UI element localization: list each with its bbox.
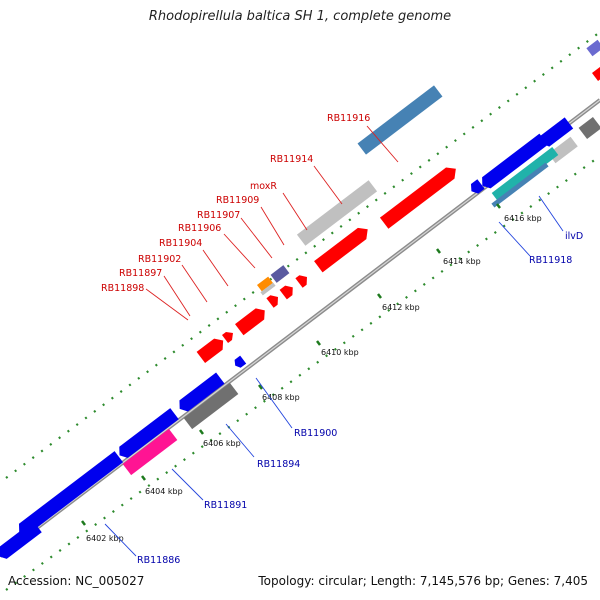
feature-red-edge[interactable] xyxy=(591,66,600,82)
label-rb11900[interactable]: RB11900 xyxy=(294,428,337,439)
pos-tick-6416 xyxy=(496,203,501,209)
feature-red-arrow-8[interactable] xyxy=(196,335,228,364)
label-rb11886[interactable]: RB11886 xyxy=(137,555,180,566)
feature-red-arrow-2[interactable] xyxy=(314,224,372,273)
feature-blue-arrow-rb11918[interactable] xyxy=(468,179,485,196)
label-rb11914[interactable]: RB11914 xyxy=(270,154,313,165)
feature-blue-arrow-edge[interactable] xyxy=(0,521,42,562)
pos-label-6404: 6404 kbp xyxy=(145,487,183,496)
forward-gene-labels: RB11916 RB11914 moxR RB11909 RB11907 RB1… xyxy=(101,113,399,321)
label-moxr[interactable]: moxR xyxy=(250,181,277,192)
pos-tick-6408 xyxy=(258,384,263,390)
position-scale: 6402 kbp 6404 kbp 6406 kbp 6408 kbp 6410… xyxy=(81,203,542,543)
pos-label-6412: 6412 kbp xyxy=(382,303,420,312)
feature-red-arrow-3[interactable] xyxy=(295,272,310,288)
feature-dark-gray-block[interactable] xyxy=(183,382,239,430)
label-rb11918[interactable]: RB11918 xyxy=(529,255,572,266)
label-rb11909[interactable]: RB11909 xyxy=(216,195,259,206)
feature-cyan-ilvd[interactable] xyxy=(491,147,559,201)
feature-slate-edge[interactable] xyxy=(586,39,600,57)
pos-tick-6402 xyxy=(81,520,86,526)
feature-blue-arrow-rb11894[interactable] xyxy=(175,372,225,415)
pos-tick-6414 xyxy=(436,248,441,254)
feature-red-arrow-1[interactable] xyxy=(379,163,460,229)
feature-orange-block[interactable] xyxy=(257,276,273,292)
label-rb11891[interactable]: RB11891 xyxy=(204,500,247,511)
genome-title: Rhodopirellula baltica SH 1, complete ge… xyxy=(148,9,452,24)
pos-label-6408: 6408 kbp xyxy=(262,393,300,402)
feature-rb11914-gray[interactable] xyxy=(296,180,378,246)
label-rb11916[interactable]: RB11916 xyxy=(327,113,370,124)
label-rb11904[interactable]: RB11904 xyxy=(159,238,202,249)
accession-text: Accession: NC_005027 xyxy=(8,574,145,588)
pos-tick-6404 xyxy=(141,475,146,481)
label-rb11902[interactable]: RB11902 xyxy=(138,254,181,265)
feature-blue-arrow-rb11891[interactable] xyxy=(115,408,179,461)
label-rb11898[interactable]: RB11898 xyxy=(101,283,144,294)
reverse-gene-labels: RB11918 ilvD RB11900 RB11894 RB11891 RB1… xyxy=(104,195,583,566)
pos-label-6406: 6406 kbp xyxy=(203,439,241,448)
label-rb11907[interactable]: RB11907 xyxy=(197,210,240,221)
pos-label-6414: 6414 kbp xyxy=(443,257,481,266)
pos-label-6410: 6410 kbp xyxy=(321,348,359,357)
feature-blue-arrow-r1[interactable] xyxy=(538,117,574,149)
label-ilvd[interactable]: ilvD xyxy=(565,231,583,242)
feature-red-arrow-5[interactable] xyxy=(266,292,281,308)
feature-magenta-block[interactable] xyxy=(122,428,178,476)
pos-label-6416: 6416 kbp xyxy=(504,214,542,223)
pos-tick-6412 xyxy=(377,293,382,299)
feature-slate-block[interactable] xyxy=(270,265,290,283)
label-rb11897[interactable]: RB11897 xyxy=(119,268,162,279)
genome-summary-text: Topology: circular; Length: 7,145,576 bp… xyxy=(258,574,588,588)
label-rb11894[interactable]: RB11894 xyxy=(257,459,300,470)
label-rb11906[interactable]: RB11906 xyxy=(178,223,221,234)
feature-dark-gray-edge[interactable] xyxy=(578,116,600,140)
inner-tick-ring xyxy=(5,155,600,591)
reverse-strand-features xyxy=(0,116,600,562)
pos-label-6402: 6402 kbp xyxy=(86,534,124,543)
feature-gray-strip[interactable] xyxy=(260,282,276,296)
feature-rb11916-steelblue[interactable] xyxy=(357,85,443,155)
feature-blue-arrow-rb11886[interactable] xyxy=(15,451,124,538)
pos-tick-6406 xyxy=(199,429,204,435)
outer-tick-ring xyxy=(5,31,600,479)
pos-tick-6410 xyxy=(316,340,321,346)
feature-blue-arrow-rb11900[interactable] xyxy=(232,355,247,370)
feature-steelblue-strip[interactable] xyxy=(491,162,549,208)
forward-strand-features xyxy=(122,39,600,476)
feature-red-arrow-4[interactable] xyxy=(279,283,297,300)
feature-blue-arrow-r2[interactable] xyxy=(478,133,548,192)
feature-red-arrow-7[interactable] xyxy=(221,329,236,344)
feature-red-arrow-6[interactable] xyxy=(235,305,269,336)
